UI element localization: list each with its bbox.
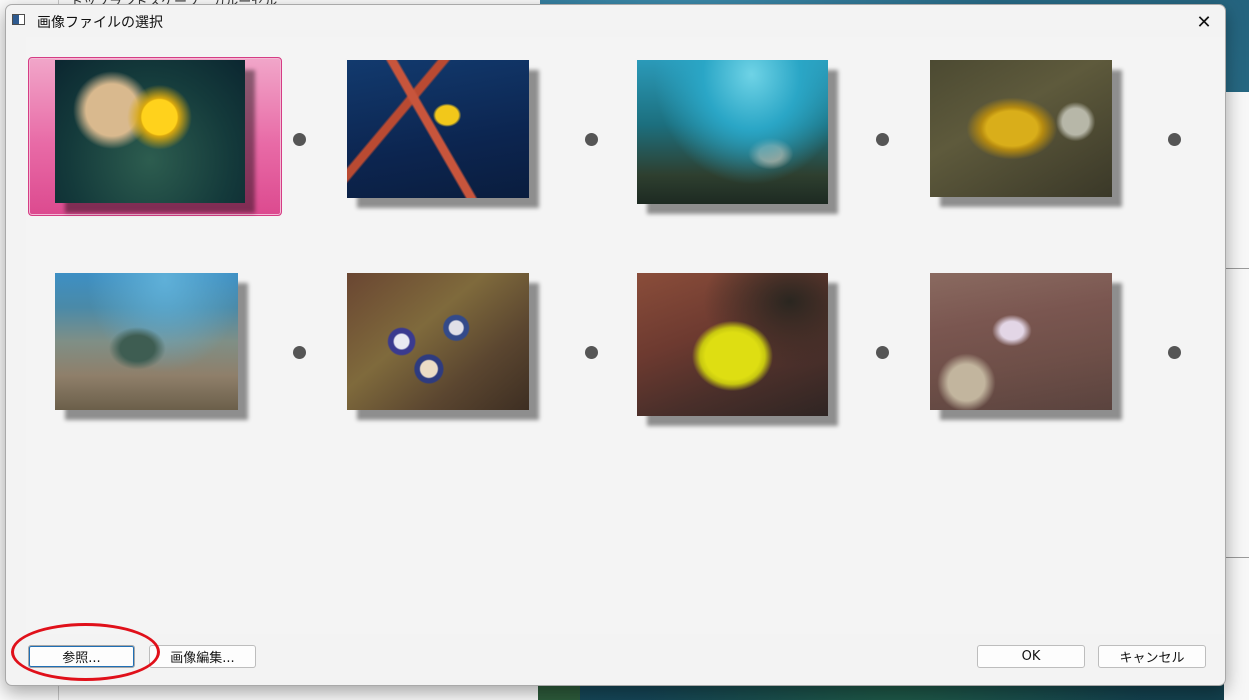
- thumbnail-cell-2[interactable]: [318, 58, 582, 213]
- background-thumbnail: [538, 684, 580, 700]
- dialog-title: 画像ファイルの選択: [37, 15, 163, 31]
- thumbnail-cell-4[interactable]: [902, 58, 1166, 213]
- carousel-separator-dot: [876, 346, 889, 359]
- thumbnail-cell-1[interactable]: [28, 57, 282, 216]
- thumbnail-cell-5[interactable]: [28, 271, 292, 426]
- thumbnail-image: [55, 60, 245, 203]
- thumbnail-cell-8[interactable]: [902, 271, 1166, 426]
- carousel-separator-dot: [585, 133, 598, 146]
- thumbnail-cell-6[interactable]: [318, 271, 582, 426]
- thumbnail-cell-3[interactable]: [610, 58, 874, 213]
- highlight-annotation: [11, 623, 160, 681]
- carousel-separator-dot: [1168, 346, 1181, 359]
- thumbnail-grid: [26, 37, 1224, 634]
- thumbnail-image: [930, 60, 1112, 197]
- edit-image-button[interactable]: 画像編集...: [149, 645, 256, 668]
- background-separator: [1224, 268, 1249, 269]
- thumbnail-image: [347, 60, 529, 198]
- close-button[interactable]: ✕: [1184, 8, 1224, 36]
- thumbnail-image: [347, 273, 529, 410]
- carousel-separator-dot: [876, 133, 889, 146]
- close-icon: ✕: [1196, 11, 1212, 33]
- window-icon: [12, 14, 25, 25]
- thumbnail-image: [637, 60, 828, 204]
- background-right-panel: [1224, 92, 1249, 700]
- ok-button[interactable]: OK: [977, 645, 1085, 668]
- carousel-separator-dot: [585, 346, 598, 359]
- cancel-button[interactable]: キャンセル: [1098, 645, 1206, 668]
- thumbnail-cell-7[interactable]: [610, 271, 874, 426]
- image-file-select-dialog: 画像ファイルの選択 ✕: [5, 4, 1226, 686]
- background-separator: [1224, 557, 1249, 558]
- thumbnail-image: [55, 273, 238, 410]
- carousel-separator-dot: [293, 346, 306, 359]
- carousel-separator-dot: [293, 133, 306, 146]
- thumbnail-image: [930, 273, 1112, 410]
- carousel-separator-dot: [1168, 133, 1181, 146]
- title-bar[interactable]: 画像ファイルの選択 ✕: [6, 5, 1225, 37]
- thumbnail-image: [637, 273, 828, 416]
